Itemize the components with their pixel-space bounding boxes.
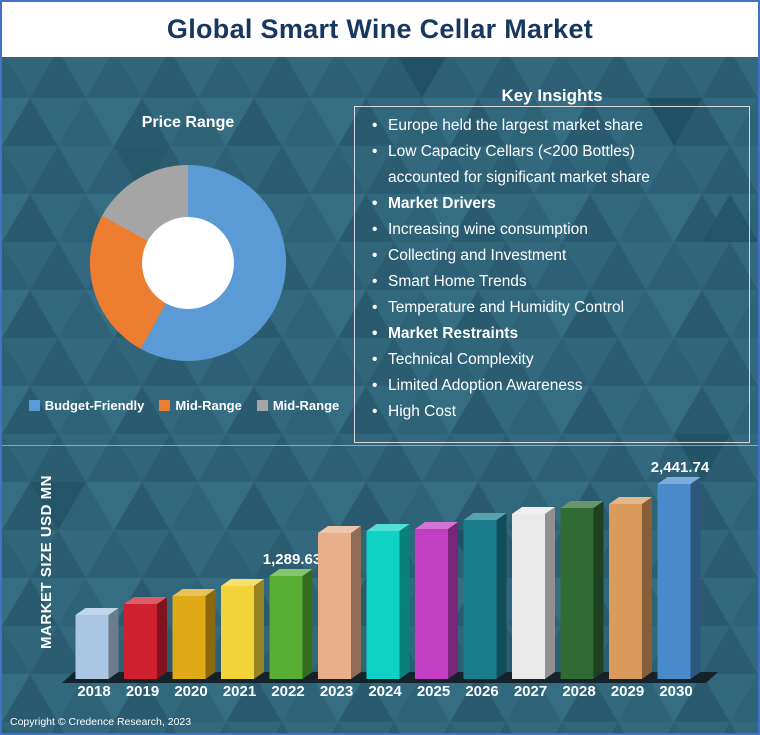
- legend-swatch: [256, 400, 268, 411]
- key-insight-item: Market Drivers: [367, 191, 703, 217]
- donut-legend: Budget-Friendly Mid-Range Mid-Range: [14, 398, 354, 413]
- bar-top-2021: [221, 579, 264, 586]
- bar-chart: 2018 2019 2020 2021 2022 1,289.63 2023 2024 2025…: [62, 459, 718, 700]
- legend-label: Budget-Friendly: [44, 398, 145, 413]
- bar-top-2018: [75, 608, 119, 615]
- x-tick-label: 2030: [659, 683, 692, 700]
- legend-swatch: [28, 400, 40, 411]
- bar-2024: [366, 531, 400, 679]
- bar-top-2028: [560, 501, 604, 508]
- bar-top-2022: [269, 569, 313, 576]
- legend-item: Budget-Friendly: [28, 398, 145, 413]
- bar-2030: [657, 484, 691, 679]
- x-tick-label: 2024: [368, 683, 402, 700]
- legend-item: Mid-Range: [159, 398, 242, 413]
- bar-top-2019: [124, 597, 167, 604]
- bar-side-2019: [157, 597, 167, 679]
- x-tick-label: 2026: [465, 683, 498, 700]
- bar-2023: [318, 533, 351, 679]
- section-divider: [2, 445, 758, 446]
- bar-2026: [463, 520, 497, 679]
- key-insight-item: High Cost: [367, 399, 703, 425]
- key-insight-item: Smart Home Trends: [367, 269, 703, 295]
- bar-2021: [221, 586, 254, 679]
- donut-hole: [142, 217, 234, 309]
- bar-top-2026: [463, 513, 507, 520]
- bar-side-2022: [302, 569, 313, 679]
- x-tick-label: 2027: [514, 683, 547, 700]
- key-insight-item: Technical Complexity: [367, 347, 703, 373]
- title-bar: Global Smart Wine Cellar Market: [2, 2, 758, 57]
- legend-item: Mid-Range: [256, 398, 340, 413]
- bar-side-2029: [642, 497, 652, 679]
- key-insight-item: Europe held the largest market share: [367, 113, 703, 139]
- x-tick-label: 2029: [611, 683, 644, 700]
- x-tick-label: 2019: [126, 683, 159, 700]
- copyright-text: Copyright © Credence Research, 2023: [10, 716, 192, 728]
- donut-chart: [90, 165, 286, 361]
- bar-side-2025: [448, 522, 458, 679]
- legend-swatch: [159, 400, 171, 411]
- bar-side-2024: [399, 524, 410, 679]
- x-tick-label: 2023: [320, 683, 353, 700]
- x-tick-label: 2022: [271, 683, 304, 700]
- legend-label: Mid-Range: [175, 398, 242, 413]
- bar-side-2027: [545, 507, 555, 679]
- key-insight-item: Low Capacity Cellars (<200 Bottles) acco…: [367, 139, 703, 191]
- key-insight-item: Temperature and Humidity Control: [367, 295, 703, 321]
- bar-2020: [172, 596, 206, 679]
- bar-top-2030: [657, 477, 701, 484]
- x-tick-label: 2020: [174, 683, 207, 700]
- bar-2018: [75, 615, 109, 679]
- bar-top-2024: [366, 524, 410, 531]
- bar-2028: [560, 508, 594, 679]
- key-insight-item: Collecting and Investment: [367, 243, 703, 269]
- bar-top-2029: [609, 497, 652, 504]
- price-range-title: Price Range: [141, 114, 235, 131]
- bar-top-2025: [415, 522, 458, 529]
- bar-2027: [512, 514, 545, 679]
- bar-top-2020: [172, 589, 216, 596]
- key-insight-item: Market Restraints: [367, 321, 703, 347]
- bar-side-2021: [254, 579, 264, 679]
- key-insights-title: Key Insights: [501, 86, 603, 105]
- bar-2029: [609, 504, 642, 679]
- x-tick-label: 2028: [562, 683, 595, 700]
- key-insights-list: Europe held the largest market shareLow …: [367, 113, 703, 425]
- bar-value-label: 2,441.74: [651, 459, 710, 476]
- bar-side-2026: [496, 513, 507, 679]
- key-insight-item: Limited Adoption Awareness: [367, 373, 703, 399]
- bar-side-2028: [593, 501, 604, 679]
- y-axis-label: MARKET SIZE USD MN: [38, 475, 55, 649]
- bar-top-2027: [512, 507, 555, 514]
- bar-side-2020: [205, 589, 216, 679]
- bar-value-label: 1,289.63: [263, 551, 321, 568]
- x-tick-label: 2021: [223, 683, 256, 700]
- bar-side-2023: [351, 526, 361, 679]
- key-insights-box: Europe held the largest market shareLow …: [354, 106, 750, 443]
- bar-side-2030: [690, 477, 701, 679]
- bar-top-2023: [318, 526, 361, 533]
- bar-2019: [124, 604, 157, 679]
- page-title: Global Smart Wine Cellar Market: [166, 14, 594, 44]
- bar-side-2018: [108, 608, 119, 679]
- key-insight-item: Increasing wine consumption: [367, 217, 703, 243]
- x-tick-label: 2018: [77, 683, 110, 700]
- x-tick-label: 2025: [417, 683, 450, 700]
- legend-label: Mid-Range: [272, 398, 340, 413]
- bar-2022: [269, 576, 303, 679]
- bar-2025: [415, 529, 448, 679]
